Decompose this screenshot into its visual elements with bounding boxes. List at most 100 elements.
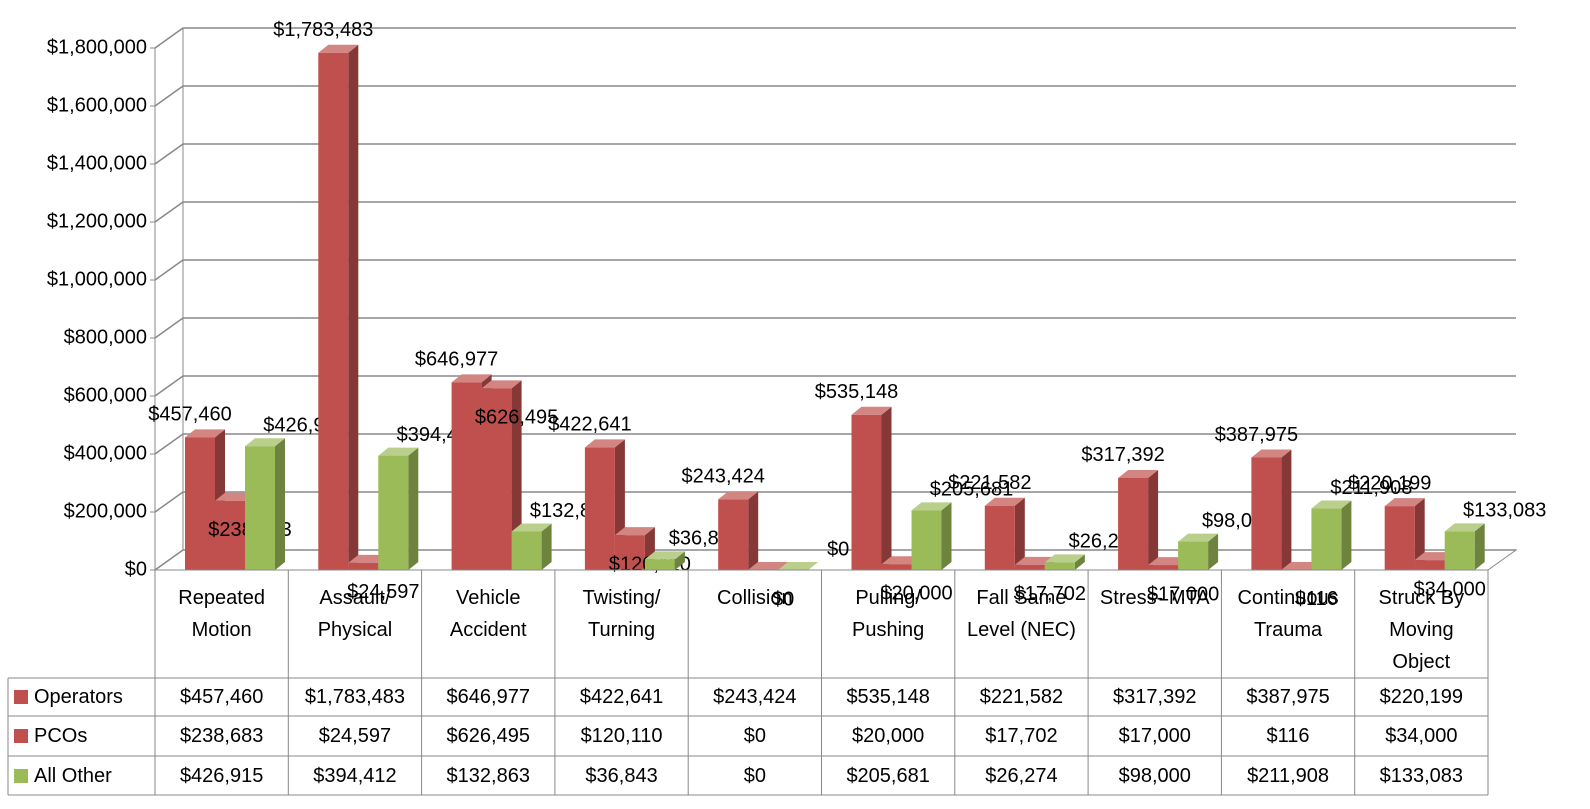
category-label: Struck By Moving Object (1378, 587, 1465, 673)
legend-entry: PCOs (8, 716, 155, 756)
bar-top (245, 438, 285, 447)
bar-top (185, 429, 225, 438)
bar (318, 44, 359, 571)
bar (644, 551, 685, 570)
bar (481, 380, 522, 570)
data-label: $317,392 (1081, 444, 1164, 466)
bar (245, 438, 285, 570)
category-label: Stress- MTA (1099, 587, 1210, 609)
legend-label: PCOs (34, 725, 88, 747)
bar (851, 406, 892, 570)
grid-line (154, 201, 1516, 223)
data-label: $221,582 (948, 472, 1031, 494)
bar-front (1414, 560, 1445, 570)
bar-side (881, 406, 892, 570)
bar-front (1148, 565, 1179, 570)
bar-front (1444, 531, 1475, 570)
bar (984, 497, 1025, 570)
bar-front (1384, 506, 1415, 570)
bar-top (318, 44, 359, 53)
bar-top (511, 523, 552, 532)
bar-top (778, 562, 819, 570)
bar-side (1208, 533, 1219, 570)
data-label: $243,424 (681, 466, 764, 488)
table-cell: $387,975 (1246, 686, 1330, 708)
bar-top (984, 497, 1025, 506)
bar-top (614, 527, 655, 536)
bar-top (1384, 498, 1425, 507)
table-cell: $133,083 (1379, 764, 1464, 787)
bar-side (1414, 498, 1425, 570)
bar-front (644, 559, 675, 570)
bar-front (1251, 457, 1282, 570)
table-cell: $646,977 (446, 686, 530, 708)
data-label: $17,000 (1147, 583, 1219, 605)
data-label: $626,495 (475, 407, 558, 429)
data-label: $116 (1295, 588, 1338, 610)
bar-front (185, 437, 215, 570)
bar-side (674, 551, 685, 570)
legend-swatch (14, 690, 28, 704)
bar (1444, 523, 1485, 570)
bar (1118, 469, 1159, 570)
bar (1311, 500, 1352, 570)
legend-swatch (14, 768, 28, 783)
category-label: Assault/ Physical (317, 587, 393, 641)
data-label: $646,977 (415, 349, 498, 371)
table-cell: $36,843 (585, 764, 658, 787)
bar-front (851, 414, 882, 570)
bar-front (245, 446, 275, 570)
bar-front (718, 499, 749, 570)
legend-swatch (14, 729, 28, 743)
bar-front (881, 564, 912, 570)
bar-front (584, 447, 615, 570)
bar-side (511, 380, 522, 570)
bar-top (378, 447, 419, 456)
bar-side (1074, 554, 1085, 570)
table-cell: $422,641 (579, 686, 664, 708)
bar-front (378, 455, 409, 570)
bar-top (1118, 469, 1159, 478)
table-cell: $535,148 (846, 686, 930, 708)
table-cell: $0 (743, 764, 766, 787)
bar-side (941, 502, 952, 570)
table-cell: $211,908 (1247, 764, 1329, 787)
bar-side (275, 438, 285, 570)
category-label: Fall Same Level (NEC) (966, 587, 1076, 641)
grid-line (154, 259, 1516, 281)
table-cell: $457,460 (179, 686, 264, 708)
legend-label: All Other (34, 764, 112, 787)
table-cell: $205,681 (846, 764, 930, 787)
table-cell: $17,000 (1118, 725, 1191, 747)
bar-front (481, 388, 512, 570)
bar-top (1044, 554, 1085, 563)
data-label: $24,597 (347, 581, 419, 603)
bar-front (215, 500, 245, 570)
bar (1384, 498, 1425, 570)
category-label: Repeated Motion (178, 587, 266, 641)
data-label: $422,641 (548, 414, 631, 436)
bar-front (1118, 477, 1149, 570)
table-cell: $0 (743, 725, 766, 747)
bar (1178, 533, 1219, 570)
data-label: $387,975 (1215, 424, 1298, 446)
bar-side (1014, 497, 1025, 570)
bar (378, 447, 419, 570)
data-label: $220,199 (1348, 472, 1431, 494)
data-label: $133,083 (1463, 500, 1546, 522)
y-tick-label: $0 (125, 558, 147, 580)
grid-line (154, 317, 1516, 339)
grid-line (154, 85, 1516, 107)
data-label: $1,783,483 (273, 19, 373, 41)
category-label: Twisting/ Turning (582, 587, 661, 641)
bar (1251, 449, 1292, 570)
data-label: $211,908 (1330, 477, 1412, 499)
bar (718, 491, 759, 570)
data-label: $457,460 (148, 404, 231, 426)
table-cell: $221,582 (979, 686, 1064, 708)
y-tick-label: $1,000,000 (47, 268, 147, 290)
data-label: $0 (772, 588, 794, 610)
table-cell: $220,199 (1379, 686, 1464, 708)
